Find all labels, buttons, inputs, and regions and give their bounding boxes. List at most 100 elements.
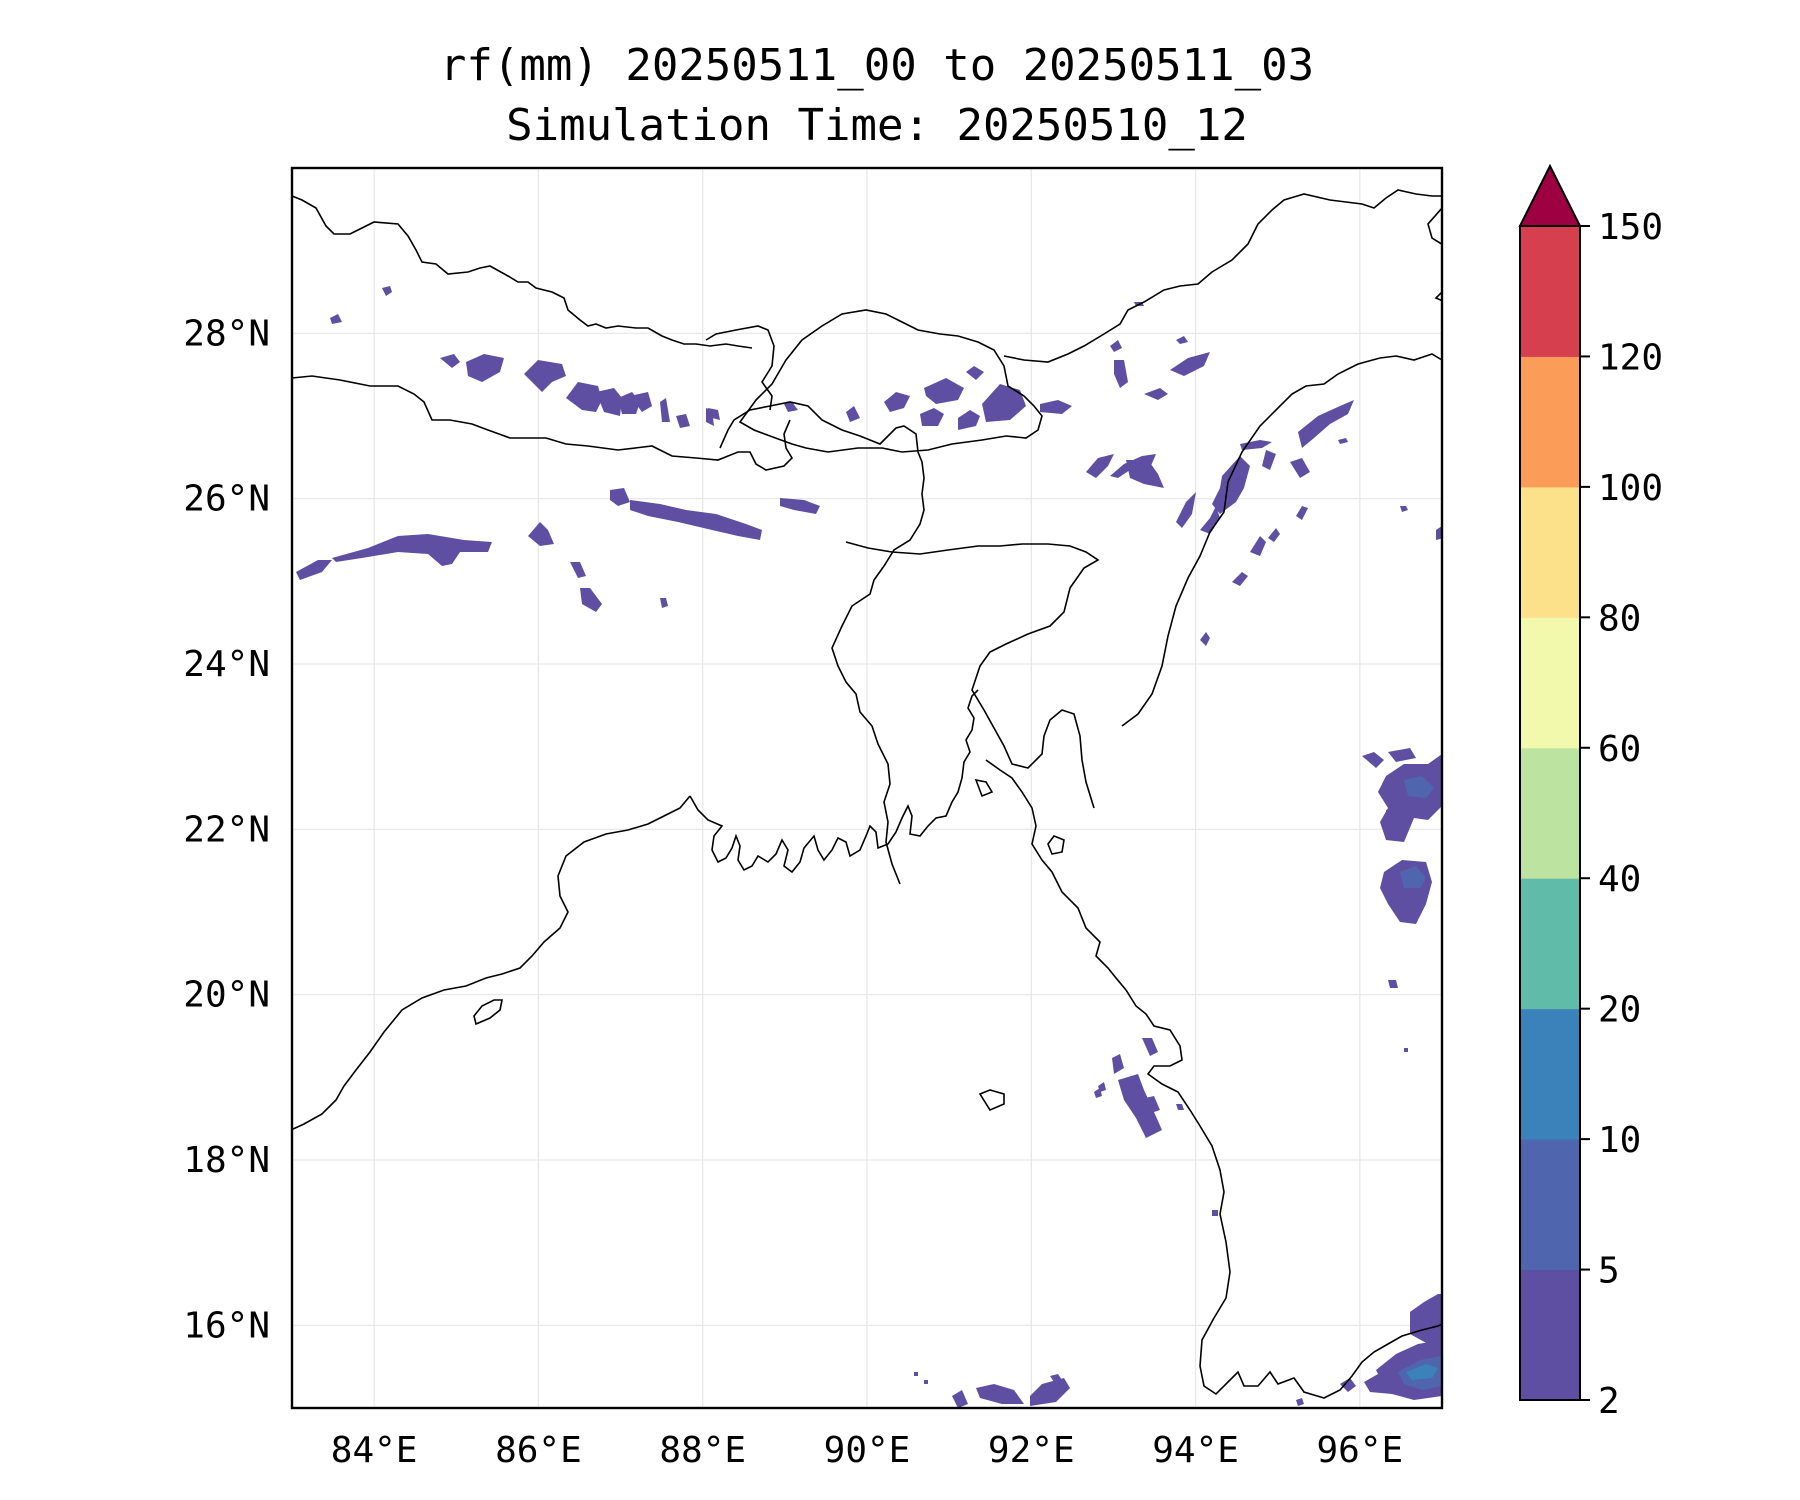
- rain-patch: [570, 562, 586, 578]
- rain-patch: [1388, 980, 1398, 988]
- rain-patch: [1176, 492, 1196, 528]
- india-east-coast: [292, 795, 691, 1131]
- bay-island-1: [978, 1089, 1005, 1112]
- rain-patch: [976, 1384, 1024, 1404]
- rain-patch: [1094, 1088, 1102, 1098]
- rain-patch: [1114, 360, 1128, 388]
- rain-patch: [660, 598, 668, 608]
- rain-patch: [982, 384, 1026, 422]
- colorbar-extend-arrow: [1518, 163, 1582, 227]
- rain-patch: [630, 500, 762, 540]
- rain-patch: [596, 388, 622, 416]
- colorbar-segment: [1520, 1269, 1580, 1401]
- rain-patch: [382, 286, 392, 296]
- rain-patch: [610, 488, 630, 506]
- y-tick-label: 28°N: [183, 313, 270, 354]
- x-tick-label: 90°E: [824, 1430, 911, 1471]
- colorbar-tick-label: 150: [1598, 207, 1663, 248]
- y-axis-tick-labels: 16°N 18°N 20°N 22°N 24°N 26°N 28°N: [183, 313, 270, 1346]
- rain-patch: [1126, 460, 1164, 488]
- rain-patch: [528, 522, 554, 546]
- y-tick-label: 20°N: [183, 975, 270, 1016]
- colorbar-tick-label: 5: [1598, 1251, 1620, 1292]
- rain-patch: [1404, 776, 1434, 798]
- bay-island-2: [974, 778, 994, 798]
- rain-patch: [1232, 572, 1248, 586]
- rain-patch: [1400, 506, 1408, 512]
- rain-patch: [660, 398, 670, 422]
- rain-patch: [566, 382, 602, 412]
- rain-patch: [1176, 336, 1188, 344]
- colorbar-segment: [1520, 226, 1580, 357]
- rainfall-layer: [296, 286, 1442, 1408]
- chart-title-line-1: rf(mm) 20250511_00 to 20250511_03: [439, 40, 1315, 91]
- colorbar-segment: [1520, 878, 1580, 1010]
- rain-patch: [1404, 1048, 1408, 1052]
- rain-patch: [952, 1390, 968, 1408]
- colorbar-segment: [1520, 1008, 1580, 1140]
- bhutan-border: [738, 309, 1043, 453]
- rain-patch: [524, 360, 566, 392]
- rain-patch: [630, 392, 652, 412]
- rain-patch: [784, 402, 798, 412]
- bangladesh-coast: [689, 689, 979, 874]
- rain-patch: [1338, 438, 1348, 444]
- rain-patch: [1362, 752, 1384, 768]
- colorbar-tick-label: 80: [1598, 598, 1641, 639]
- x-tick-label: 86°E: [495, 1430, 582, 1471]
- rain-patch: [1340, 1378, 1356, 1392]
- rain-patch: [580, 588, 602, 612]
- rain-patch: [708, 408, 720, 420]
- rain-patch: [1386, 808, 1396, 822]
- colorbar-tick-label: 10: [1598, 1120, 1641, 1161]
- rain-patch: [1110, 340, 1122, 352]
- rain-patch: [846, 406, 860, 422]
- colorbar-tick-label: 100: [1598, 468, 1663, 509]
- colorbar-outline: [1519, 225, 1581, 1401]
- rain-patch: [924, 1380, 928, 1384]
- rain-patch: [1436, 526, 1442, 540]
- rain-patch: [1212, 1210, 1218, 1216]
- kaptai-lake: [1047, 835, 1065, 855]
- x-tick-label: 94°E: [1152, 1430, 1239, 1471]
- rain-patch: [1250, 536, 1266, 556]
- arunachal-china-border: [1003, 189, 1442, 363]
- y-tick-label: 22°N: [183, 809, 270, 850]
- rain-patch: [1170, 352, 1210, 376]
- chilika-lake: [473, 999, 503, 1026]
- rain-patch: [1040, 400, 1072, 414]
- rain-patch: [920, 408, 944, 426]
- x-axis-tick-labels: 84°E 86°E 88°E 90°E 92°E 94°E 96°E: [331, 1430, 1403, 1471]
- india-nepal-border: [292, 375, 794, 471]
- rain-patch: [1388, 748, 1416, 762]
- rain-patch: [1262, 450, 1276, 470]
- rain-patch: [296, 560, 332, 580]
- rain-patch: [1290, 458, 1310, 478]
- rain-patch: [1118, 1074, 1162, 1138]
- colorbar-tick-label: 40: [1598, 859, 1641, 900]
- rain-patch: [1268, 528, 1280, 542]
- colorbar-tick-label: 60: [1598, 729, 1641, 770]
- rain-patch: [1406, 1364, 1438, 1380]
- myanmar-india-northern-border: [1121, 353, 1442, 727]
- westbengal-bangladesh-border: [719, 401, 925, 885]
- rain-patch: [780, 498, 820, 514]
- rain-patch: [958, 410, 980, 430]
- colorbar-tick-label: 120: [1598, 337, 1663, 378]
- colorbar-segment: [1520, 486, 1580, 618]
- y-tick-label: 26°N: [183, 479, 270, 520]
- x-tick-label: 84°E: [331, 1430, 418, 1471]
- map-frame: [290, 166, 1444, 1410]
- rain-patch: [330, 314, 342, 324]
- colorbar-segment: [1520, 1139, 1580, 1271]
- rain-patch: [1144, 388, 1168, 400]
- rain-patch: [1176, 1104, 1184, 1110]
- colorbar-tick-label: 2: [1598, 1381, 1620, 1422]
- rain-patch: [440, 354, 460, 368]
- chart-title-line-2: Simulation Time: 20250510_12: [506, 100, 1248, 151]
- rain-patch: [966, 366, 984, 380]
- rain-patch: [1296, 1398, 1304, 1406]
- y-tick-label: 24°N: [183, 644, 270, 685]
- colorbar: 2 5 10 20 40 60 80 100 120 150: [1518, 163, 1663, 1422]
